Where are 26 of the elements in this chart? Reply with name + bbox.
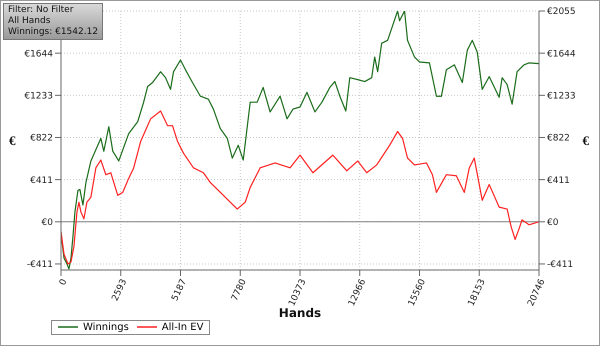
line-series [61,110,539,265]
x-tick-label: 5187 [170,278,190,303]
y2-axis-title: € [582,133,590,148]
y-tick-label: €1233 [24,92,53,102]
y-tick-label: €411 [30,176,53,186]
annotation: Winnings: €1542.12 [8,27,98,38]
y-tick-label: €822 [30,134,53,144]
legend-label: Winnings [83,322,129,332]
text: All Hands [8,16,52,27]
y2-tick-label: €411 [547,176,570,186]
y-tick-label: €0 [42,218,54,228]
y-tick-label: -€411 [26,260,53,270]
annotation: Filter: No Filter [8,5,74,16]
y-axis-title: € [9,133,16,148]
legend-label: All-In EV [162,322,204,332]
x-axis-title: Hands [278,306,322,320]
y2-tick-label: -€411 [547,260,574,270]
y2-tick-label: €1644 [547,49,576,60]
y2-tick-label: €2055 [547,7,576,18]
x-tick-label: 2593 [110,278,130,303]
y-tick-label: €1644 [24,49,54,60]
x-tick-label: 7780 [230,277,249,303]
y2-tick-label: €822 [547,134,570,144]
x-tick-label: 0 [58,278,70,288]
y2-tick-label: €0 [547,218,559,228]
y2-tick-label: €1233 [547,92,576,102]
